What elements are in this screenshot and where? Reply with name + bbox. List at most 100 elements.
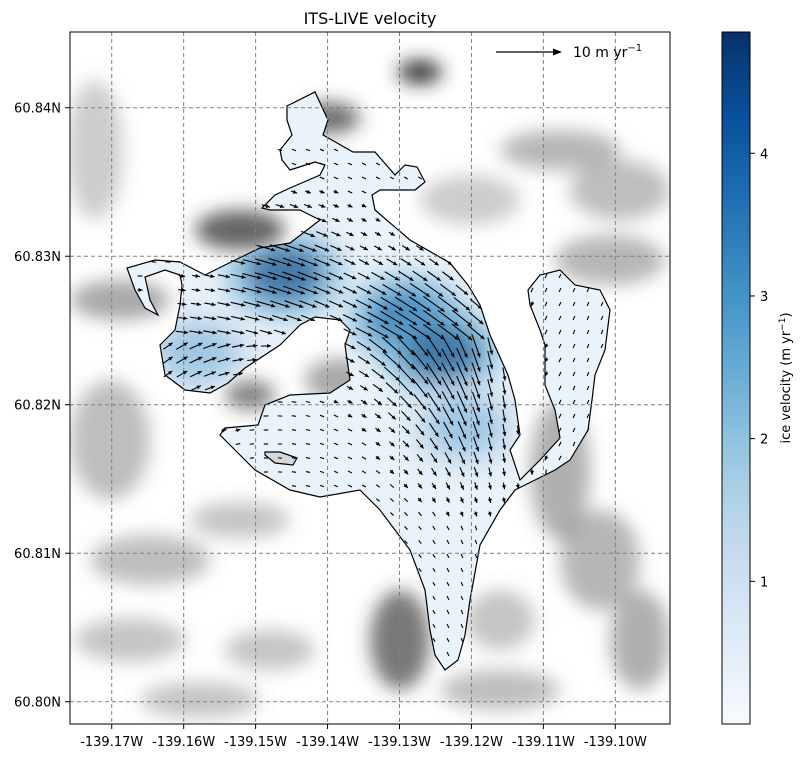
- quiver-arrow: [346, 217, 354, 222]
- quiver-arrow: [395, 283, 417, 297]
- quiver-arrow: [432, 595, 436, 601]
- quiver-arrow: [375, 217, 381, 222]
- quiver-arrow: [399, 395, 413, 409]
- quiver-arrow: [460, 567, 464, 573]
- quiver-arrow: [203, 330, 217, 335]
- quiver-arrow: [284, 244, 304, 252]
- quiver-arrow: [558, 329, 562, 335]
- quiver-arrow: [516, 425, 521, 435]
- quiver-arrow: [319, 162, 325, 166]
- quiver-arrow: [313, 258, 331, 266]
- quiver-arrow: [367, 311, 389, 325]
- quiver-arrow: [369, 353, 387, 367]
- quiver-arrow: [329, 258, 343, 266]
- quiver-arrow: [445, 511, 450, 517]
- quiver-arrow: [544, 273, 548, 279]
- quiver-arrow: [361, 176, 367, 180]
- quiver-arrow: [356, 341, 372, 351]
- quiver-arrow: [432, 567, 436, 573]
- quiver-arrow: [431, 482, 437, 490]
- quiver-arrow: [468, 311, 484, 325]
- quiver-arrow: [418, 540, 422, 544]
- quiver-arrow: [347, 176, 353, 180]
- quiver-arrow: [417, 468, 423, 476]
- quiver-arrow: [460, 539, 464, 545]
- quiver-arrow: [244, 315, 260, 321]
- quiver-arrow: [305, 428, 311, 432]
- quiver-arrow: [361, 413, 367, 419]
- quiver-arrow: [204, 288, 216, 293]
- quiver-arrow: [231, 343, 245, 348]
- quiver-arrow: [259, 329, 273, 335]
- quiver-arrow: [412, 270, 428, 282]
- quiver-arrow: [330, 244, 342, 252]
- quiver-arrow: [389, 498, 395, 502]
- quiver-arrow: [374, 231, 382, 237]
- quiver-arrow: [329, 314, 343, 322]
- quiver-arrow: [333, 162, 339, 166]
- quiver-arrow: [544, 455, 549, 461]
- quiver-arrow: [558, 441, 562, 447]
- quiver-arrow: [282, 285, 306, 295]
- quiver-arrow: [347, 203, 353, 208]
- quiver-arrow: [305, 456, 311, 460]
- quiver-arrow: [361, 427, 367, 432]
- quiver-arrow: [221, 428, 227, 433]
- quiver-arrow: [375, 455, 381, 461]
- quiver-arrow: [347, 190, 353, 194]
- quiver-arrow: [361, 162, 367, 166]
- quiver-arrow: [459, 482, 465, 490]
- quiver-arrow: [217, 316, 231, 321]
- quiver-arrow: [230, 301, 246, 307]
- quiver-arrow: [305, 148, 311, 152]
- quiver-arrow: [345, 245, 355, 251]
- quiver-arrow: [203, 342, 217, 350]
- axes-frame: [69, 31, 671, 725]
- quiver-arrow: [455, 284, 469, 296]
- x-tick-label: -139.11W: [512, 735, 575, 750]
- quiver-arrow: [203, 371, 217, 377]
- quiver-arrow: [231, 315, 245, 321]
- quiver-key-arrowhead: [553, 48, 562, 56]
- quiver-arrow: [380, 324, 404, 340]
- quiver-arrow: [502, 409, 507, 423]
- quiver-arrow: [469, 298, 483, 310]
- x-tick-label: -139.16W: [152, 735, 215, 750]
- quiver-arrow: [474, 525, 478, 531]
- y-tick-label: 60.83N: [14, 250, 61, 265]
- y-axis: 60.80N 60.81N 60.82N 60.83N 60.84N: [14, 102, 70, 711]
- quiver-arrow: [358, 370, 370, 378]
- quiver-arrow: [205, 274, 215, 279]
- quiver-arrow: [430, 452, 438, 464]
- quiver-arrow: [372, 258, 384, 266]
- colorbar-gradient: [721, 31, 751, 725]
- quiver-arrow: [297, 257, 319, 267]
- quiver-arrow: [343, 272, 357, 280]
- quiver-arrow: [275, 204, 285, 209]
- quiver-arrow: [382, 283, 402, 297]
- quiver-arrow: [446, 567, 450, 573]
- quiver-arrow: [243, 301, 261, 308]
- quiver-arrow: [342, 286, 358, 294]
- quiver-arrow: [319, 400, 325, 404]
- colorbar-tick-label: 2: [760, 433, 768, 448]
- quiver-arrow: [291, 162, 297, 166]
- quiver-arrow: [347, 428, 353, 432]
- quiver-arrow: [439, 283, 457, 297]
- quiver-arrow: [431, 497, 437, 503]
- quiver-arrow: [344, 342, 356, 350]
- quiver-arrow: [441, 391, 455, 413]
- quiver-arrow: [456, 375, 468, 401]
- quiver-arrow: [502, 423, 507, 437]
- quiver-arrow: [300, 230, 316, 238]
- quiver-arrow: [355, 299, 373, 309]
- quiver-arrow: [204, 385, 216, 391]
- quiver-arrow: [586, 315, 590, 321]
- quiver-arrow: [389, 176, 395, 180]
- quiver-arrow: [431, 467, 437, 477]
- quiver-arrow: [473, 466, 479, 478]
- quiver-arrow: [418, 525, 422, 531]
- quiver-arrow: [432, 525, 436, 531]
- quiver-arrow: [246, 343, 258, 348]
- quiver-arrow: [487, 365, 494, 383]
